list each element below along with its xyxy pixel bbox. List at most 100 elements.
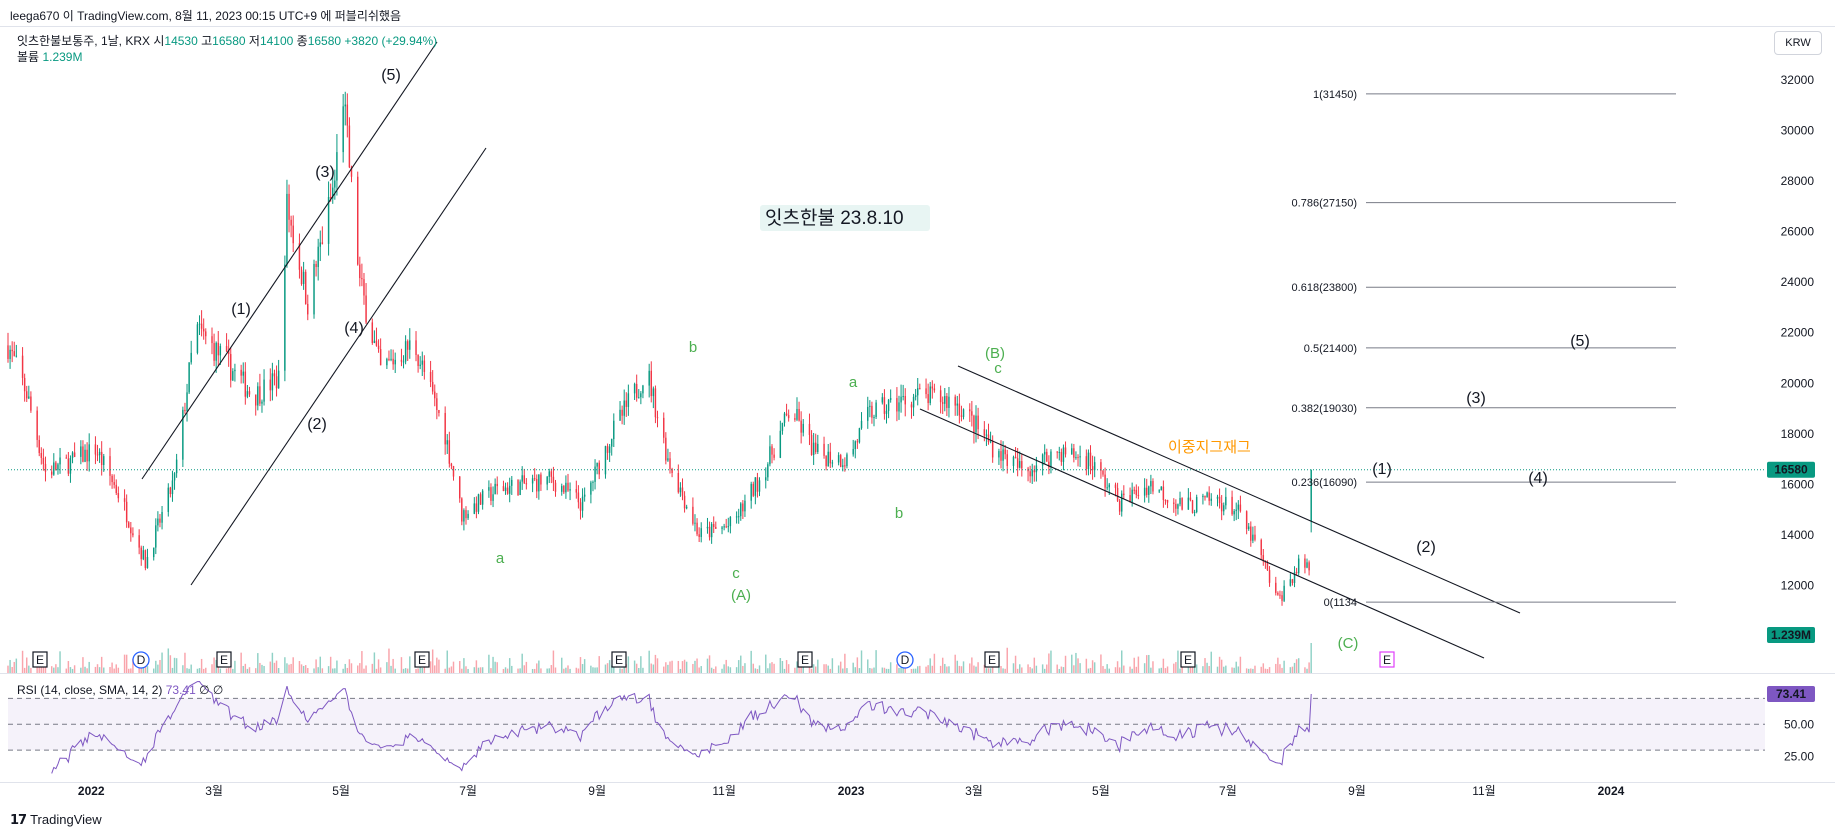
candle-body <box>1191 500 1194 513</box>
volume-bar <box>275 660 278 673</box>
dividend-marker-icon[interactable] <box>896 651 914 669</box>
volume-bar <box>563 668 565 673</box>
candle-body <box>117 493 120 499</box>
candle-body <box>406 341 409 350</box>
volume-bar <box>842 668 844 673</box>
candle-body <box>1058 451 1061 453</box>
candle-body <box>538 474 540 492</box>
candle-body <box>188 362 190 393</box>
candle-body <box>817 443 819 452</box>
volume-bar <box>271 652 274 673</box>
earnings-marker-icon[interactable] <box>414 651 430 668</box>
candle-body <box>111 475 113 483</box>
candle-body <box>1087 452 1090 470</box>
candle-body <box>596 462 598 467</box>
candle-body <box>1014 456 1017 459</box>
candle-body <box>871 405 873 418</box>
candle-body <box>1004 449 1006 455</box>
candle-body <box>548 471 550 477</box>
candle-body <box>1245 511 1248 530</box>
candle-body <box>654 388 657 418</box>
candle-body <box>712 524 715 527</box>
candle-body <box>269 379 272 391</box>
candle-body <box>144 550 147 569</box>
candle-body <box>1266 562 1269 571</box>
earnings-marker-icon[interactable] <box>32 651 48 668</box>
candle-body <box>1291 579 1294 583</box>
volume-bar <box>613 663 615 673</box>
volume-bar <box>215 659 217 673</box>
volume-bar <box>190 664 192 673</box>
fib-level-label: 0.618(23800) <box>1292 282 1357 294</box>
candle-body <box>902 396 904 398</box>
volume-bar <box>521 653 523 673</box>
volume-bar <box>9 659 11 673</box>
volume-bar <box>327 666 330 673</box>
candle-body <box>409 340 411 350</box>
volume-bar <box>504 667 507 673</box>
volume-bar <box>508 658 511 673</box>
volume-bar <box>663 666 665 673</box>
candle-body <box>329 196 332 199</box>
volume-bar <box>1218 656 1221 673</box>
candle-body <box>215 342 217 361</box>
candle-body <box>987 434 990 443</box>
volume-bar <box>1162 658 1165 673</box>
candle-body <box>402 361 405 363</box>
candle-body <box>336 152 338 181</box>
dividend-marker-icon[interactable] <box>132 651 150 669</box>
candle-body <box>837 455 840 463</box>
volume-bar <box>342 668 344 673</box>
earnings-marker-icon[interactable] <box>984 651 1000 668</box>
volume-bar <box>656 658 659 673</box>
currency-button[interactable]: KRW <box>1774 31 1822 55</box>
volume-bar <box>103 667 105 673</box>
earnings-marker-icon[interactable] <box>1180 651 1196 668</box>
candle-body <box>700 528 702 537</box>
volume-bar <box>329 656 332 673</box>
candle-body <box>1143 487 1146 496</box>
volume-bar <box>1179 668 1181 673</box>
earnings-marker-icon[interactable] <box>611 651 627 668</box>
volume-bar <box>434 665 436 673</box>
candle-body <box>436 398 438 411</box>
volume-bar <box>142 666 145 673</box>
volume-bar <box>315 659 317 673</box>
volume-bar <box>21 650 24 673</box>
volume-bar <box>844 653 846 673</box>
volume-bar <box>823 664 825 673</box>
symbol-name: 잇츠한불보통주, 1날, KRX <box>17 34 151 48</box>
earnings-marker-icon[interactable] <box>216 651 232 668</box>
y-tick-label: 24000 <box>1781 275 1815 289</box>
candle-body <box>161 511 163 523</box>
candle-body <box>925 388 927 395</box>
volume-bar <box>386 662 388 673</box>
volume-bar <box>1031 668 1033 673</box>
volume-bar <box>1108 668 1110 673</box>
candle-body <box>1000 451 1002 461</box>
candle-body <box>569 489 571 491</box>
high-label: 고 <box>201 34 213 48</box>
candle-body <box>357 176 359 265</box>
candle-body <box>190 352 192 363</box>
candle-body <box>825 455 827 467</box>
candle-body <box>271 373 274 391</box>
candle-body <box>53 462 55 475</box>
candle-body <box>38 439 40 454</box>
y-tick-label: 26000 <box>1781 225 1815 239</box>
publish-info: leega670 이 TradingView.com, 8월 11, 2023 … <box>10 9 401 23</box>
candle-body <box>88 444 90 462</box>
volume-bar <box>916 666 919 673</box>
candle-body <box>667 458 669 461</box>
candle-body <box>438 410 440 413</box>
volume-bar <box>205 667 207 673</box>
candle-body <box>444 412 446 445</box>
earnings-marker-icon[interactable] <box>797 651 813 668</box>
earnings-marker-icon[interactable] <box>1379 651 1395 668</box>
candle-body <box>927 394 929 404</box>
candle-body <box>307 303 309 315</box>
candle-body <box>1100 462 1102 471</box>
volume-bar <box>161 652 163 673</box>
volume-bar <box>694 660 696 673</box>
